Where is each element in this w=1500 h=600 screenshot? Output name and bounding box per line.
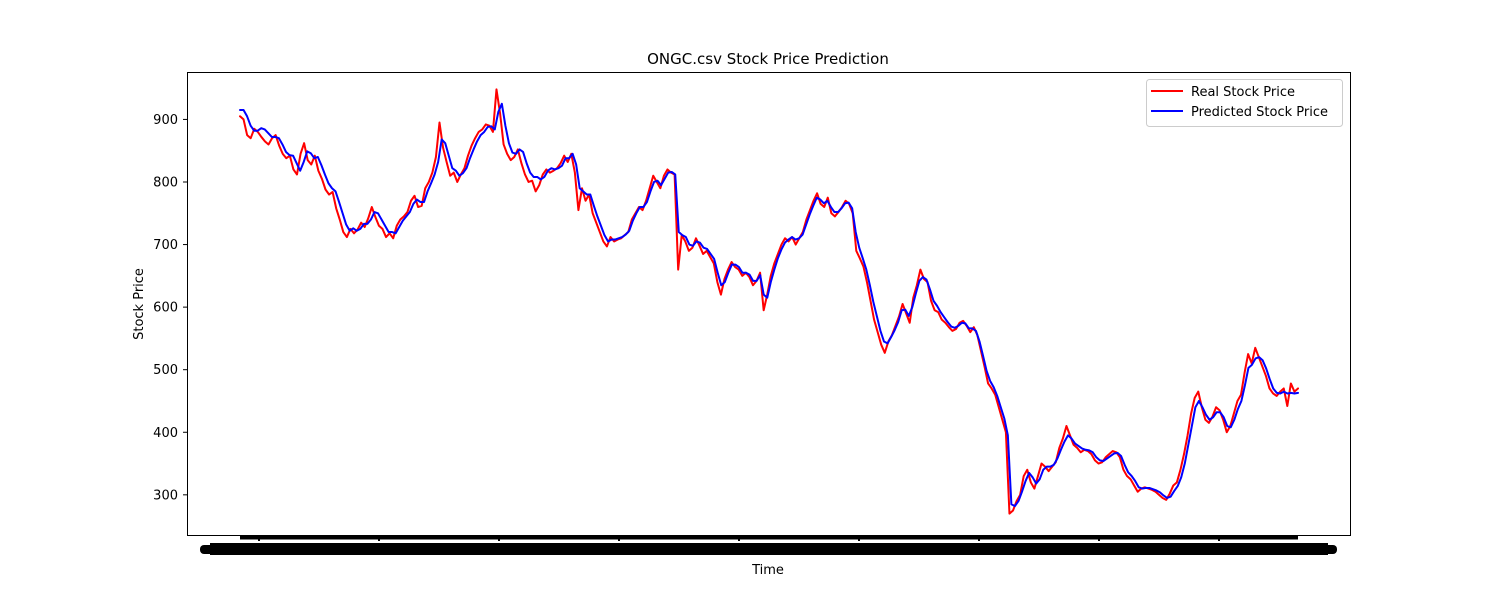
y-tick-label: 700 — [153, 238, 178, 253]
y-tick-label: 800 — [153, 175, 178, 190]
x-axis — [200, 535, 1337, 555]
legend: Real Stock Price Predicted Stock Price — [1146, 79, 1343, 127]
legend-label-predicted: Predicted Stock Price — [1191, 105, 1328, 120]
series-line-predicted — [239, 102, 1299, 508]
y-tick-label: 900 — [153, 113, 178, 128]
y-tick-label: 300 — [153, 488, 178, 503]
x-tick-marks-dense — [240, 535, 1298, 540]
x-tick-labels-overlapping — [210, 543, 1328, 555]
y-tick-label: 500 — [153, 363, 178, 378]
legend-box — [1146, 79, 1343, 127]
y-tick-label: 600 — [153, 301, 178, 316]
x-tick-labels-overlapping-left — [200, 545, 214, 554]
plot-area: 300 400 500 600 700 800 900 — [153, 72, 1351, 555]
legend-label-real: Real Stock Price — [1191, 85, 1295, 100]
chart-title: ONGC.csv Stock Price Prediction — [647, 50, 889, 68]
y-axis: 300 400 500 600 700 800 900 — [153, 113, 188, 503]
x-axis-label: Time — [751, 563, 784, 578]
y-axis-label: Stock Price — [132, 268, 147, 340]
series-layer — [239, 88, 1299, 515]
x-tick-labels-overlapping-right — [1322, 545, 1337, 554]
y-tick-label: 400 — [153, 426, 178, 441]
